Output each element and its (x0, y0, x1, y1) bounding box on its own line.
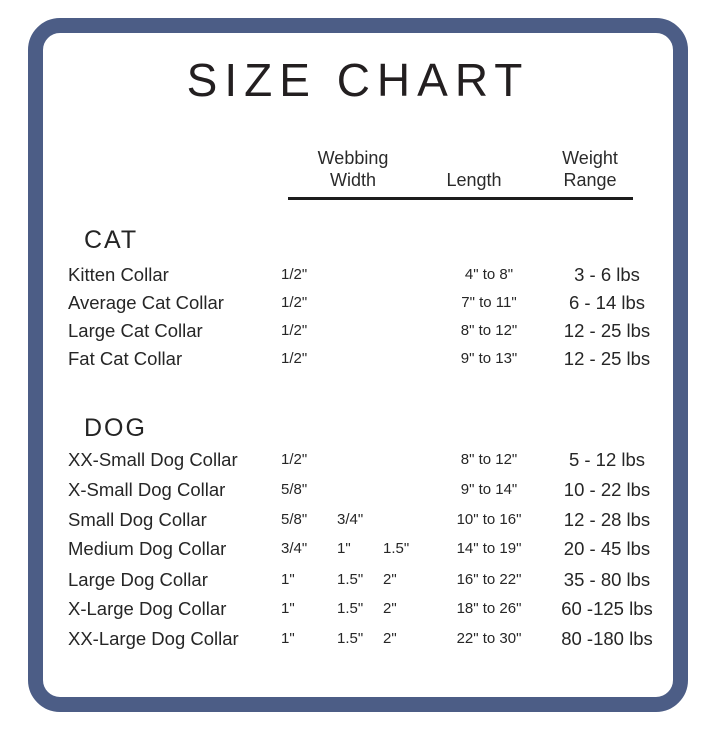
row-label: X-Small Dog Collar (68, 479, 226, 500)
weight-value: 12 - 25 lbs (563, 348, 651, 369)
length-value: 8" to 12" (460, 322, 518, 339)
column-header-webbing-line2: Width (329, 170, 376, 190)
card-border-frame (28, 18, 688, 712)
weight-value: 80 -180 lbs (561, 628, 653, 649)
page-title: SIZE CHART (186, 54, 530, 106)
length-value: 4" to 8" (464, 266, 514, 283)
table-row: Large Cat Collar 1/2" 8" to 12" 12 - 25 … (0, 320, 720, 344)
webbing-width-2: 1.5" (337, 630, 364, 647)
webbing-width-1: 5/8" (281, 511, 308, 528)
webbing-width-1: 1/2" (281, 451, 308, 468)
length-value: 7" to 11" (461, 294, 517, 311)
column-header-webbing-line1: Webbing (317, 148, 389, 168)
weight-value: 60 -125 lbs (561, 598, 653, 619)
column-header-weight-range: Weight Range (528, 147, 652, 191)
weight-value: 3 - 6 lbs (574, 264, 640, 285)
table-row: Kitten Collar 1/2" 4" to 8" 3 - 6 lbs (0, 264, 720, 288)
row-label: XX-Small Dog Collar (68, 449, 238, 470)
length-value: 22" to 30" (456, 630, 522, 647)
webbing-width-3: 1.5" (383, 540, 410, 557)
webbing-width-1: 1" (281, 571, 295, 588)
length-value: 9" to 13" (460, 350, 518, 367)
row-label: Large Cat Collar (68, 320, 203, 341)
table-row: Medium Dog Collar 3/4" 1" 1.5" 14" to 19… (0, 538, 720, 562)
length-value: 16" to 22" (456, 571, 522, 588)
column-header-webbing-width: Webbing Width (293, 147, 413, 191)
column-header-weight-line1: Weight (562, 148, 618, 168)
length-value: 18" to 26" (456, 600, 522, 617)
table-row: Average Cat Collar 1/2" 7" to 11" 6 - 14… (0, 292, 720, 316)
weight-value: 20 - 45 lbs (563, 538, 651, 559)
webbing-width-2: 1.5" (337, 600, 364, 617)
webbing-width-1: 5/8" (281, 481, 308, 498)
table-row: XX-Small Dog Collar 1/2" 8" to 12" 5 - 1… (0, 449, 720, 473)
row-label: Medium Dog Collar (68, 538, 227, 559)
row-label: Average Cat Collar (68, 292, 224, 313)
column-header-length: Length (446, 170, 502, 190)
length-value: 8" to 12" (460, 451, 518, 468)
webbing-width-1: 1" (281, 600, 295, 617)
table-row: Fat Cat Collar 1/2" 9" to 13" 12 - 25 lb… (0, 348, 720, 372)
table-row: X-Large Dog Collar 1" 1.5" 2" 18" to 26"… (0, 598, 720, 622)
webbing-width-1: 1/2" (281, 266, 308, 283)
row-label: Large Dog Collar (68, 569, 208, 590)
header-underline (288, 197, 633, 200)
length-value: 10" to 16" (456, 511, 522, 528)
webbing-width-2: 3/4" (337, 511, 364, 528)
weight-value: 35 - 80 lbs (563, 569, 651, 590)
section-heading-dog: DOG (84, 414, 147, 442)
length-value: 14" to 19" (456, 540, 522, 557)
column-header-weight-line2: Range (563, 170, 617, 190)
webbing-width-2: 1.5" (337, 571, 364, 588)
row-label: Fat Cat Collar (68, 348, 183, 369)
table-row: XX-Large Dog Collar 1" 1.5" 2" 22" to 30… (0, 628, 720, 652)
length-value: 9" to 14" (460, 481, 518, 498)
row-label: X-Large Dog Collar (68, 598, 227, 619)
row-label: Small Dog Collar (68, 509, 207, 530)
webbing-width-3: 2" (383, 630, 397, 647)
table-row: Large Dog Collar 1" 1.5" 2" 16" to 22" 3… (0, 569, 720, 593)
table-row: X-Small Dog Collar 5/8" 9" to 14" 10 - 2… (0, 479, 720, 503)
webbing-width-1: 3/4" (281, 540, 308, 557)
table-row: Small Dog Collar 5/8" 3/4" 10" to 16" 12… (0, 509, 720, 533)
webbing-width-1: 1/2" (281, 294, 308, 311)
row-label: Kitten Collar (68, 264, 169, 285)
webbing-width-1: 1/2" (281, 322, 308, 339)
weight-value: 12 - 25 lbs (563, 320, 651, 341)
weight-value: 10 - 22 lbs (563, 479, 651, 500)
weight-value: 5 - 12 lbs (568, 449, 646, 470)
row-label: XX-Large Dog Collar (68, 628, 239, 649)
webbing-width-1: 1/2" (281, 350, 308, 367)
webbing-width-1: 1" (281, 630, 295, 647)
webbing-width-3: 2" (383, 600, 397, 617)
webbing-width-2: 1" (337, 540, 351, 557)
section-heading-cat: CAT (84, 226, 139, 254)
weight-value: 6 - 14 lbs (568, 292, 646, 313)
webbing-width-3: 2" (383, 571, 397, 588)
weight-value: 12 - 28 lbs (563, 509, 651, 530)
